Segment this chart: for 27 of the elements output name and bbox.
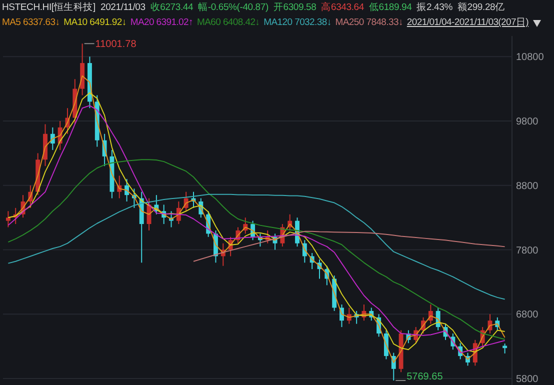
text: 高6343.64: [321, 1, 364, 15]
chart-subtitle: 2021/11/03: [100, 1, 146, 15]
text: 幅-0.65%(-40.87): [198, 1, 268, 15]
text: MA10 6491.92↓: [64, 16, 126, 30]
y-tick-label: 5800: [516, 374, 539, 385]
text: 额299.28亿: [457, 1, 505, 15]
text: MA20 6391.02↑: [130, 16, 193, 30]
text: 2021/01/04-2021/11/03(207日): [406, 16, 529, 30]
line-series: [8, 194, 506, 300]
text: MA250 7848.33↓: [335, 16, 403, 30]
text: MA5 6337.63↓: [2, 16, 60, 30]
y-tick-label: 8800: [516, 180, 539, 192]
text: MA60 6408.42↓: [196, 16, 260, 30]
annotation: 5769.65: [406, 372, 444, 383]
y-tick-label: 7800: [516, 245, 539, 256]
text: 开6309.58: [273, 1, 316, 15]
y-tick-label: 6800: [516, 310, 539, 321]
chart-title: HSTECH.HI[恒生科技]: [2, 1, 96, 15]
text: 收6273.44: [150, 1, 194, 15]
annotation: 11001.78: [95, 39, 137, 50]
text: 低6189.94: [368, 1, 412, 15]
text: MA120 7032.38↓: [264, 16, 332, 30]
candlestick: [6, 210, 10, 228]
candlestick: [502, 343, 508, 354]
text: 振2.43%: [416, 1, 452, 15]
y-tick-label: 10800: [516, 52, 544, 64]
y-tick-label: 9800: [516, 116, 539, 128]
